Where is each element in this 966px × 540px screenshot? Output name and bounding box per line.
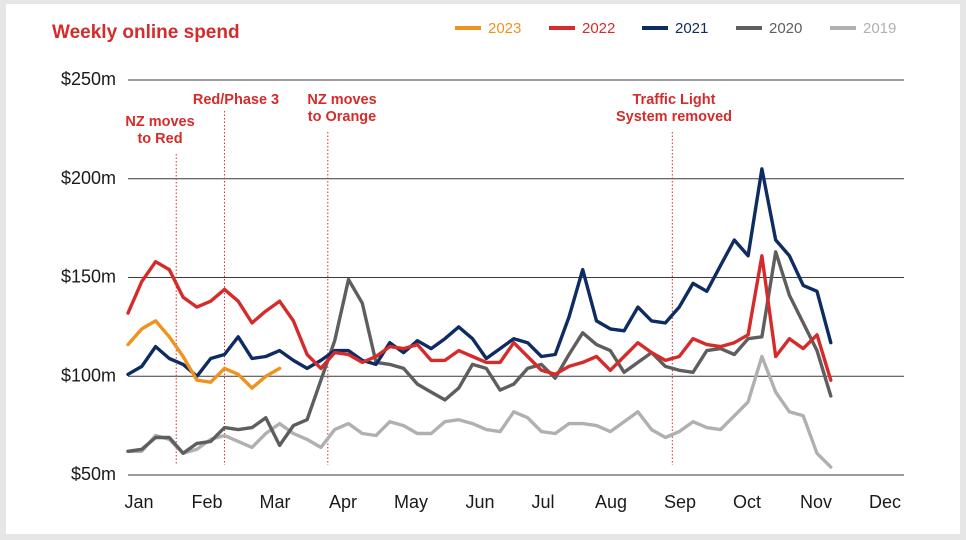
annotation-red-phase-3: Red/Phase 3 [193,92,279,465]
y-tick-label: $150m [61,267,116,287]
gridlines [128,79,904,476]
series-line-2019 [126,354,833,469]
x-tick-label-dec: Dec [869,492,901,512]
legend-item-2021: 2021 [642,20,708,37]
annotation-text: to Red [137,131,182,147]
series-line-2023 [126,319,282,390]
annotation-text: Red/Phase 3 [193,92,279,108]
x-axis: Jan Feb Mar Apr May Jun Jul Aug Sep Oct Nov Dec [124,492,901,512]
x-tick-label-sep: Sep [664,492,696,512]
annotation-text: System removed [616,109,732,125]
x-tick-label-mar: Mar [260,492,291,512]
x-tick-label-jun: Jun [465,492,494,512]
annotation-text: NZ moves [307,92,376,108]
x-tick-label-oct: Oct [733,492,761,512]
series-line-2020 [126,250,833,455]
x-tick-label-apr: Apr [329,492,357,512]
legend-item-2019: 2019 [830,20,896,37]
x-tick-label-jan: Jan [124,492,153,512]
legend-label: 2022 [582,20,615,37]
legend-label: 2021 [675,20,708,37]
legend-item-2020: 2020 [736,20,802,37]
x-tick-label-aug: Aug [595,492,627,512]
annotation-text: NZ moves [125,114,194,130]
annotation-text: Traffic Light [633,92,716,108]
legend-item-2023: 2023 [455,20,521,37]
x-tick-label-jul: Jul [531,492,554,512]
legend-label: 2019 [863,20,896,37]
chart-area: Weekly online spend 2023 2022 2021 2020 2019… [52,20,904,512]
series-lines [126,167,833,469]
y-tick-label: $250m [61,69,116,89]
y-tick-label: $50m [71,464,116,484]
legend-label: 2023 [488,20,521,37]
series-line-2021 [126,167,833,378]
annotation-text: to Orange [308,109,376,125]
y-axis: $250m $200m $150m $100m $50m [61,69,116,484]
chart-title: Weekly online spend [52,22,240,43]
chart-card: Weekly online spend 2023 2022 2021 2020 2019… [6,4,960,534]
x-tick-label-feb: Feb [191,492,222,512]
y-tick-label: $200m [61,168,116,188]
x-tick-label-may: May [394,492,428,512]
legend-label: 2020 [769,20,802,37]
series-line-2022 [126,254,833,382]
legend-item-2022: 2022 [549,20,615,37]
y-tick-label: $100m [61,365,116,385]
x-tick-label-nov: Nov [800,492,832,512]
legend: 2023 2022 2021 2020 2019 [455,20,896,37]
